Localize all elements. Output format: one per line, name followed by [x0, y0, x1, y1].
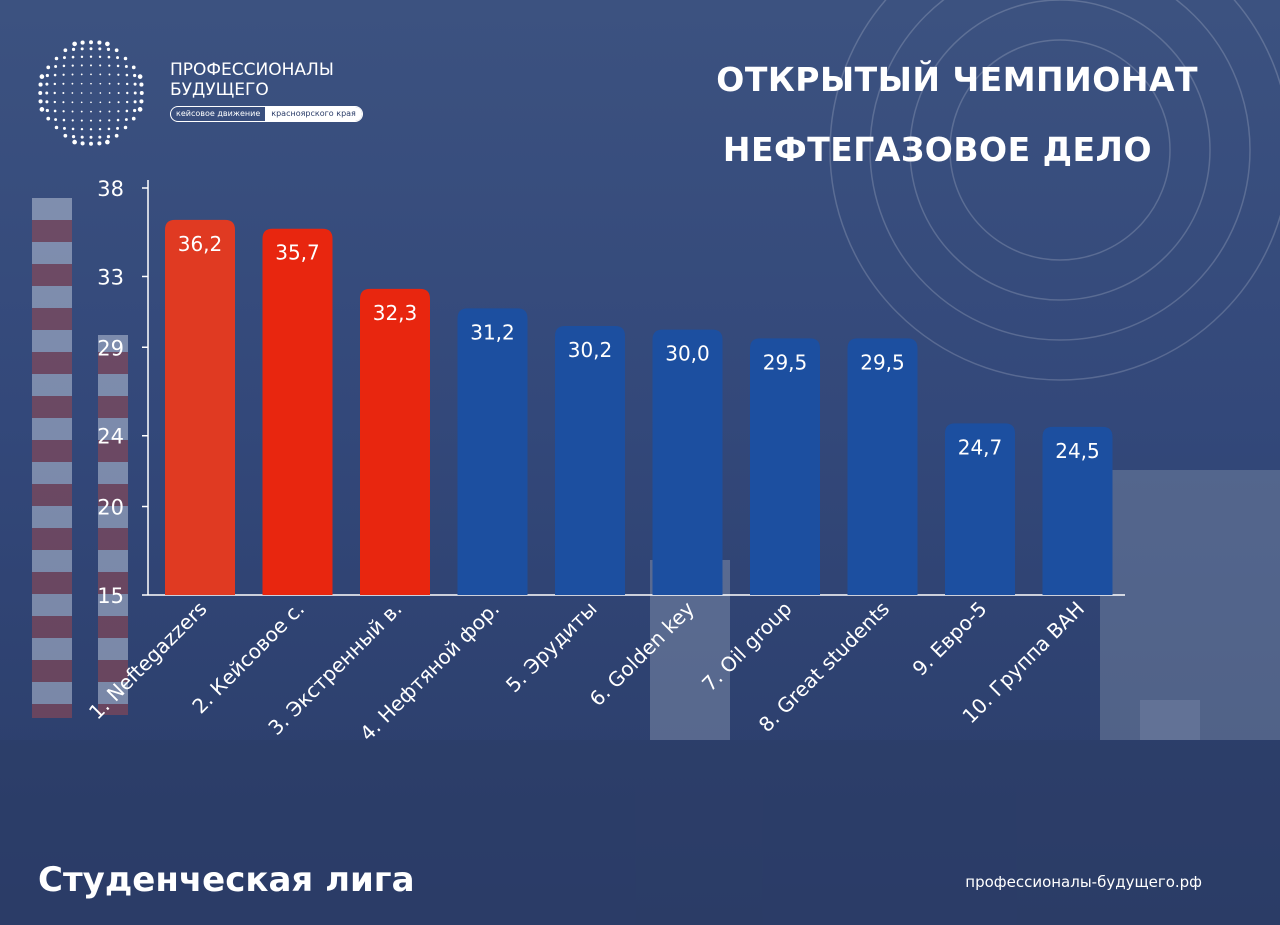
bar	[652, 329, 723, 595]
logo-title-line2: БУДУЩЕГО	[170, 80, 269, 100]
bar	[457, 308, 528, 595]
bar	[1042, 426, 1113, 595]
bar-value-label: 31,2	[470, 320, 515, 344]
bar-value-label: 30,2	[568, 338, 613, 362]
bar	[262, 228, 333, 595]
bar-value-label: 30,0	[665, 342, 710, 366]
bar-value-label: 24,5	[1055, 439, 1100, 463]
bar	[847, 338, 918, 595]
logo-wordmark: ПРОФЕССИОНАЛЫ БУДУЩЕГО	[170, 60, 334, 100]
y-tick-label: 15	[97, 584, 124, 608]
bar	[165, 219, 235, 595]
bar-value-label: 29,5	[860, 350, 905, 374]
website-link[interactable]: профессионалы-будущего.рф	[965, 873, 1202, 891]
bar-value-label: 24,7	[958, 435, 1003, 459]
logo-tagline: кейсовое движение красноярского края	[170, 106, 363, 122]
bar-value-label: 36,2	[178, 232, 223, 256]
bar	[750, 338, 820, 595]
x-category-label: 6. Golden key	[585, 596, 700, 711]
x-category-label: 5. Эрудиты	[501, 597, 602, 698]
bar-value-label: 29,5	[763, 350, 808, 374]
headline-line1: ОТКРЫТЫЙ ЧЕМПИОНАТ	[716, 60, 1198, 99]
headline-line2: НЕФТЕГАЗОВОЕ ДЕЛО	[722, 130, 1152, 169]
bar-value-label: 32,3	[373, 301, 418, 325]
y-tick-label: 33	[97, 265, 124, 289]
logo-sphere-icon	[38, 40, 144, 146]
y-tick-label: 24	[97, 425, 124, 449]
bar	[555, 326, 625, 595]
y-tick-label: 38	[97, 177, 124, 201]
y-tick-label: 29	[97, 336, 124, 360]
league-title: Студенческая лига	[38, 860, 415, 900]
logo-title-line1: ПРОФЕССИОНАЛЫ	[170, 60, 334, 80]
x-category-label: 7. Oil group	[697, 597, 797, 697]
logo-tag-left: кейсовое движение	[176, 109, 261, 118]
bar	[360, 288, 430, 595]
x-category-label: 9. Евро-5	[908, 597, 992, 681]
y-tick-label: 20	[97, 496, 124, 520]
logo-tag-right: красноярского края	[265, 107, 362, 121]
bar	[945, 423, 1015, 595]
bar-value-label: 35,7	[275, 241, 320, 265]
